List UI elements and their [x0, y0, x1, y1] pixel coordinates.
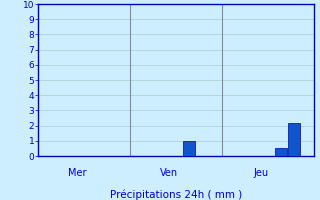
Text: Jeu: Jeu [254, 168, 269, 178]
Bar [275, 148, 287, 156]
Bar [183, 141, 195, 156]
Text: Ven: Ven [160, 168, 179, 178]
Text: Précipitations 24h ( mm ): Précipitations 24h ( mm ) [110, 189, 242, 200]
Text: Mer: Mer [68, 168, 87, 178]
Bar [288, 123, 300, 156]
